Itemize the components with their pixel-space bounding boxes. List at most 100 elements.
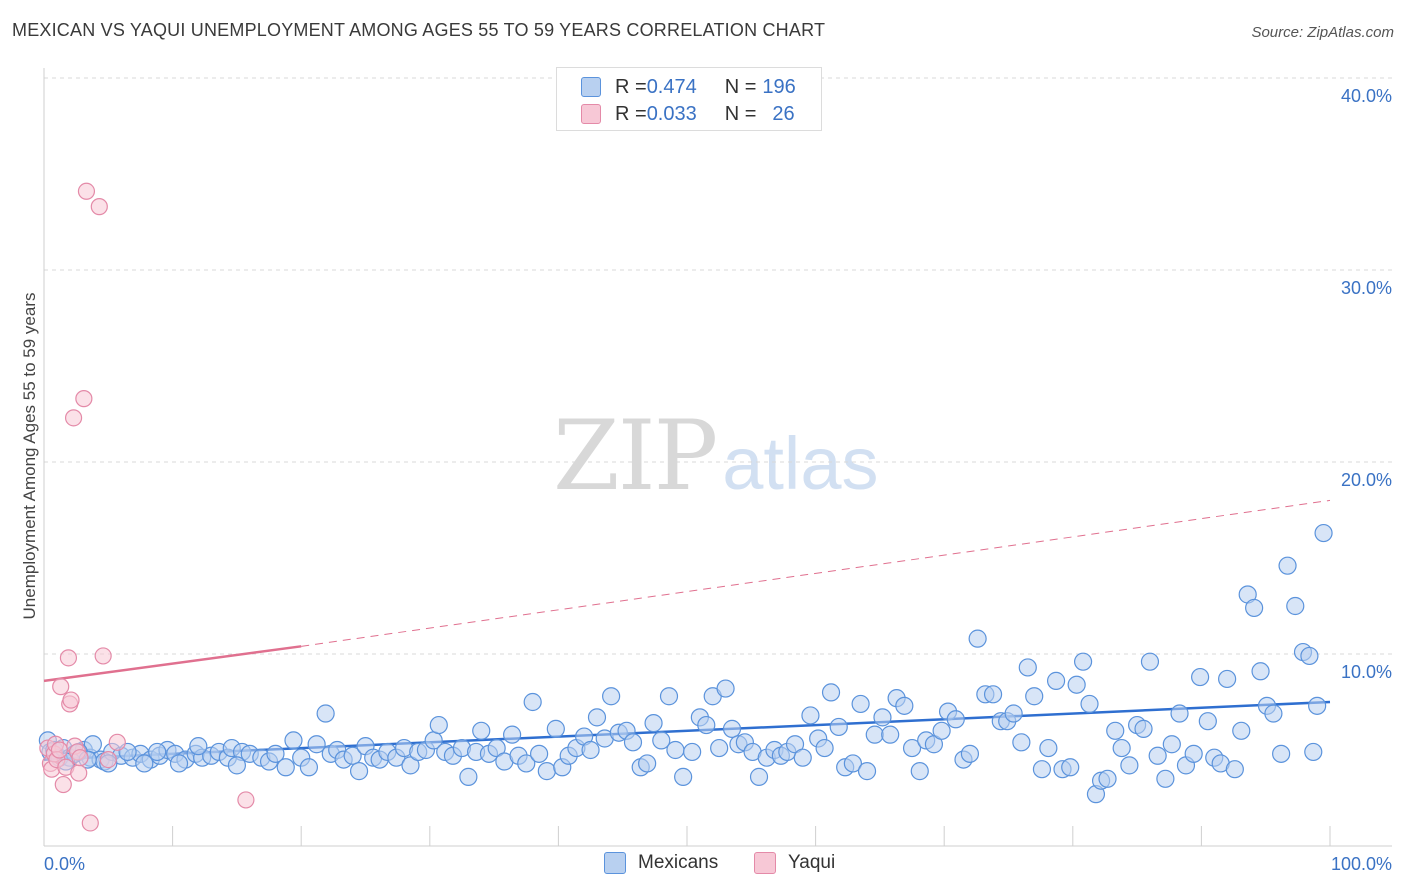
mexicans-point [530, 744, 549, 763]
mexicans-point [968, 629, 987, 648]
mexicans-point [722, 719, 742, 738]
mexicans-point [148, 742, 167, 762]
mexicans-point [503, 725, 522, 744]
yaqui-legend-swatch [754, 852, 776, 874]
mexicans-point [1018, 658, 1037, 677]
legend-r-value: 0.474 [646, 75, 697, 98]
mexicans-point [865, 725, 884, 744]
mexicans-point [652, 731, 671, 750]
mexicans-points [38, 523, 1333, 804]
mexicans-point [1184, 744, 1203, 763]
series-legend: Mexicans Yaqui [0, 852, 1406, 878]
mexicans-point [1106, 721, 1125, 740]
mexicans-point [276, 758, 295, 777]
mexicans-point [910, 762, 929, 781]
mexicans-point [1198, 712, 1217, 731]
mexicans-point [1025, 687, 1044, 706]
legend-item-yaqui[interactable]: Yaqui [754, 852, 835, 874]
mexicans-point [602, 687, 621, 706]
yaqui-point [94, 647, 112, 665]
mexicans-point [1004, 704, 1023, 723]
legend-r-label: R = [615, 102, 647, 125]
mexicans-point [659, 687, 679, 706]
x-tick-label: 0.0% [44, 854, 85, 874]
mexicans-point [1120, 756, 1139, 775]
yaqui-point [59, 649, 78, 667]
yaqui-point [54, 775, 72, 794]
legend-n-label: N = [724, 75, 757, 98]
legend-row-mexicans: R = 0.474 N = 196 [581, 74, 796, 100]
mexicans-point [924, 735, 944, 754]
mexicans-point [1218, 669, 1237, 689]
mexicans-point [316, 704, 335, 723]
mexicans-point [829, 717, 848, 737]
mexicans-point [749, 767, 769, 786]
axes [43, 68, 1392, 847]
mexicans-point [1232, 721, 1251, 740]
mexicans-point [472, 721, 491, 740]
axis-labels: 10.0% 20.0% 30.0% 40.0% 0.0% 100.0% Unemployme… [20, 86, 1392, 874]
mexicans-point [401, 756, 420, 775]
yaqui-point [90, 198, 108, 216]
mexicans-point [1112, 738, 1131, 758]
stats-legend: R = 0.474 N = 196 R = 0.033 N = 26 [556, 67, 822, 131]
legend-n-value: 196 [762, 75, 796, 98]
mexicans-legend-swatch [604, 852, 626, 874]
mexicans-point [349, 762, 369, 781]
mexicans-point [517, 754, 536, 773]
mexicans-point [683, 742, 702, 762]
mexicans-point [487, 738, 506, 758]
mexicans-point [189, 737, 208, 756]
mexicans-point [1272, 744, 1291, 763]
watermark-atlas: atlas [722, 422, 879, 505]
mexicans-point [1286, 596, 1305, 616]
mexicans-point [815, 738, 834, 758]
mexicans-point [307, 735, 326, 754]
mexicans-swatch [581, 77, 601, 97]
mexicans-point [1170, 704, 1189, 723]
mexicans-point [801, 706, 820, 725]
mexicans-point [1162, 735, 1181, 754]
y-tick-label: 20.0% [1341, 470, 1392, 490]
mexicans-point [1140, 652, 1160, 671]
mexicans-point [546, 719, 565, 738]
y-tick-label: 40.0% [1341, 86, 1392, 106]
mexicans-point [902, 738, 922, 758]
mexicans-point [581, 740, 600, 760]
mexicans-point [1032, 760, 1052, 779]
mexicans-point [1191, 667, 1210, 687]
yaqui-point [52, 678, 70, 696]
mexicans-point [1225, 760, 1244, 779]
y-axis-label: Unemployment Among Ages 55 to 59 years [20, 293, 39, 620]
mexicans-point [587, 708, 607, 727]
mexicans-point [873, 708, 892, 727]
mexicans-point [666, 740, 685, 760]
mexicans-point [1308, 696, 1327, 715]
mexicans-point [697, 715, 716, 735]
yaqui-swatch [581, 104, 601, 124]
mexicans-point [710, 738, 729, 758]
mexicans-point [1264, 704, 1283, 723]
yaqui-point [64, 409, 83, 427]
legend-n-label: N = [724, 102, 757, 125]
mexicans-point [932, 721, 951, 740]
mexicans-point [227, 756, 246, 775]
mexicans-point [644, 714, 663, 733]
mexicans-point [343, 746, 362, 765]
watermark-zip: ZIP [553, 400, 718, 512]
mexicans-point [1251, 662, 1270, 681]
yaqui-point [99, 750, 117, 769]
mexicans-point [1156, 769, 1175, 788]
x-tick-label: 100.0% [1331, 854, 1392, 874]
yaqui-trend-line [43, 645, 302, 683]
yaqui-point [62, 691, 80, 709]
yaqui-point [77, 182, 96, 200]
legend-item-mexicans[interactable]: Mexicans [604, 852, 718, 874]
mexicans-point [1278, 556, 1297, 575]
mexicans-point [266, 744, 285, 763]
mexicans-point [284, 731, 303, 750]
yaqui-point [108, 733, 126, 751]
mexicans-point [523, 692, 542, 712]
yaqui-point [81, 814, 99, 832]
